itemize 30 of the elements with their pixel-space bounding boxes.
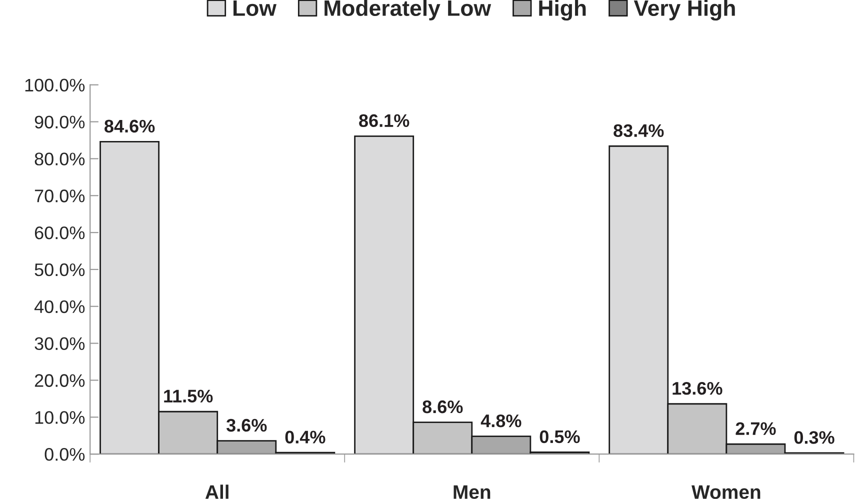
x-tick-label: Men — [454, 485, 490, 499]
y-tick-label: 20.0% — [34, 374, 85, 387]
legend-label: Moderately Low — [324, 0, 492, 20]
legend-label: High — [539, 0, 586, 21]
data-label: 0.4% — [285, 430, 326, 444]
y-tick-label: 70.0% — [34, 190, 85, 202]
x-tick-label: Women — [692, 485, 760, 499]
legend-label: Low — [234, 0, 276, 16]
y-tick-label: 0.0% — [44, 448, 85, 461]
data-label: 2.7% — [736, 422, 776, 435]
legend-label: Very High — [634, 0, 735, 21]
data-label: 0.5% — [540, 430, 580, 444]
data-label: 3.6% — [226, 418, 267, 432]
y-tick-label: 80.0% — [34, 152, 85, 166]
y-tick-label: 40.0% — [34, 300, 85, 314]
data-label: 83.4% — [614, 124, 664, 138]
data-label: 84.6% — [104, 120, 155, 133]
x-tick-label: All — [205, 484, 228, 499]
y-tick-label: 50.0% — [34, 263, 85, 276]
data-label: 13.6% — [672, 382, 722, 395]
data-label: 0.3% — [794, 431, 834, 444]
data-label: 8.6% — [422, 400, 463, 414]
y-tick-label: 30.0% — [34, 337, 85, 350]
y-tick-label: 100.0% — [25, 78, 85, 92]
y-tick-label: 90.0% — [34, 116, 85, 128]
data-label: 11.5% — [164, 390, 213, 402]
data-label: 4.8% — [480, 414, 522, 428]
y-tick-label: 60.0% — [34, 226, 85, 240]
y-tick-label: 10.0% — [35, 411, 85, 424]
data-label: 86.1% — [359, 114, 410, 128]
